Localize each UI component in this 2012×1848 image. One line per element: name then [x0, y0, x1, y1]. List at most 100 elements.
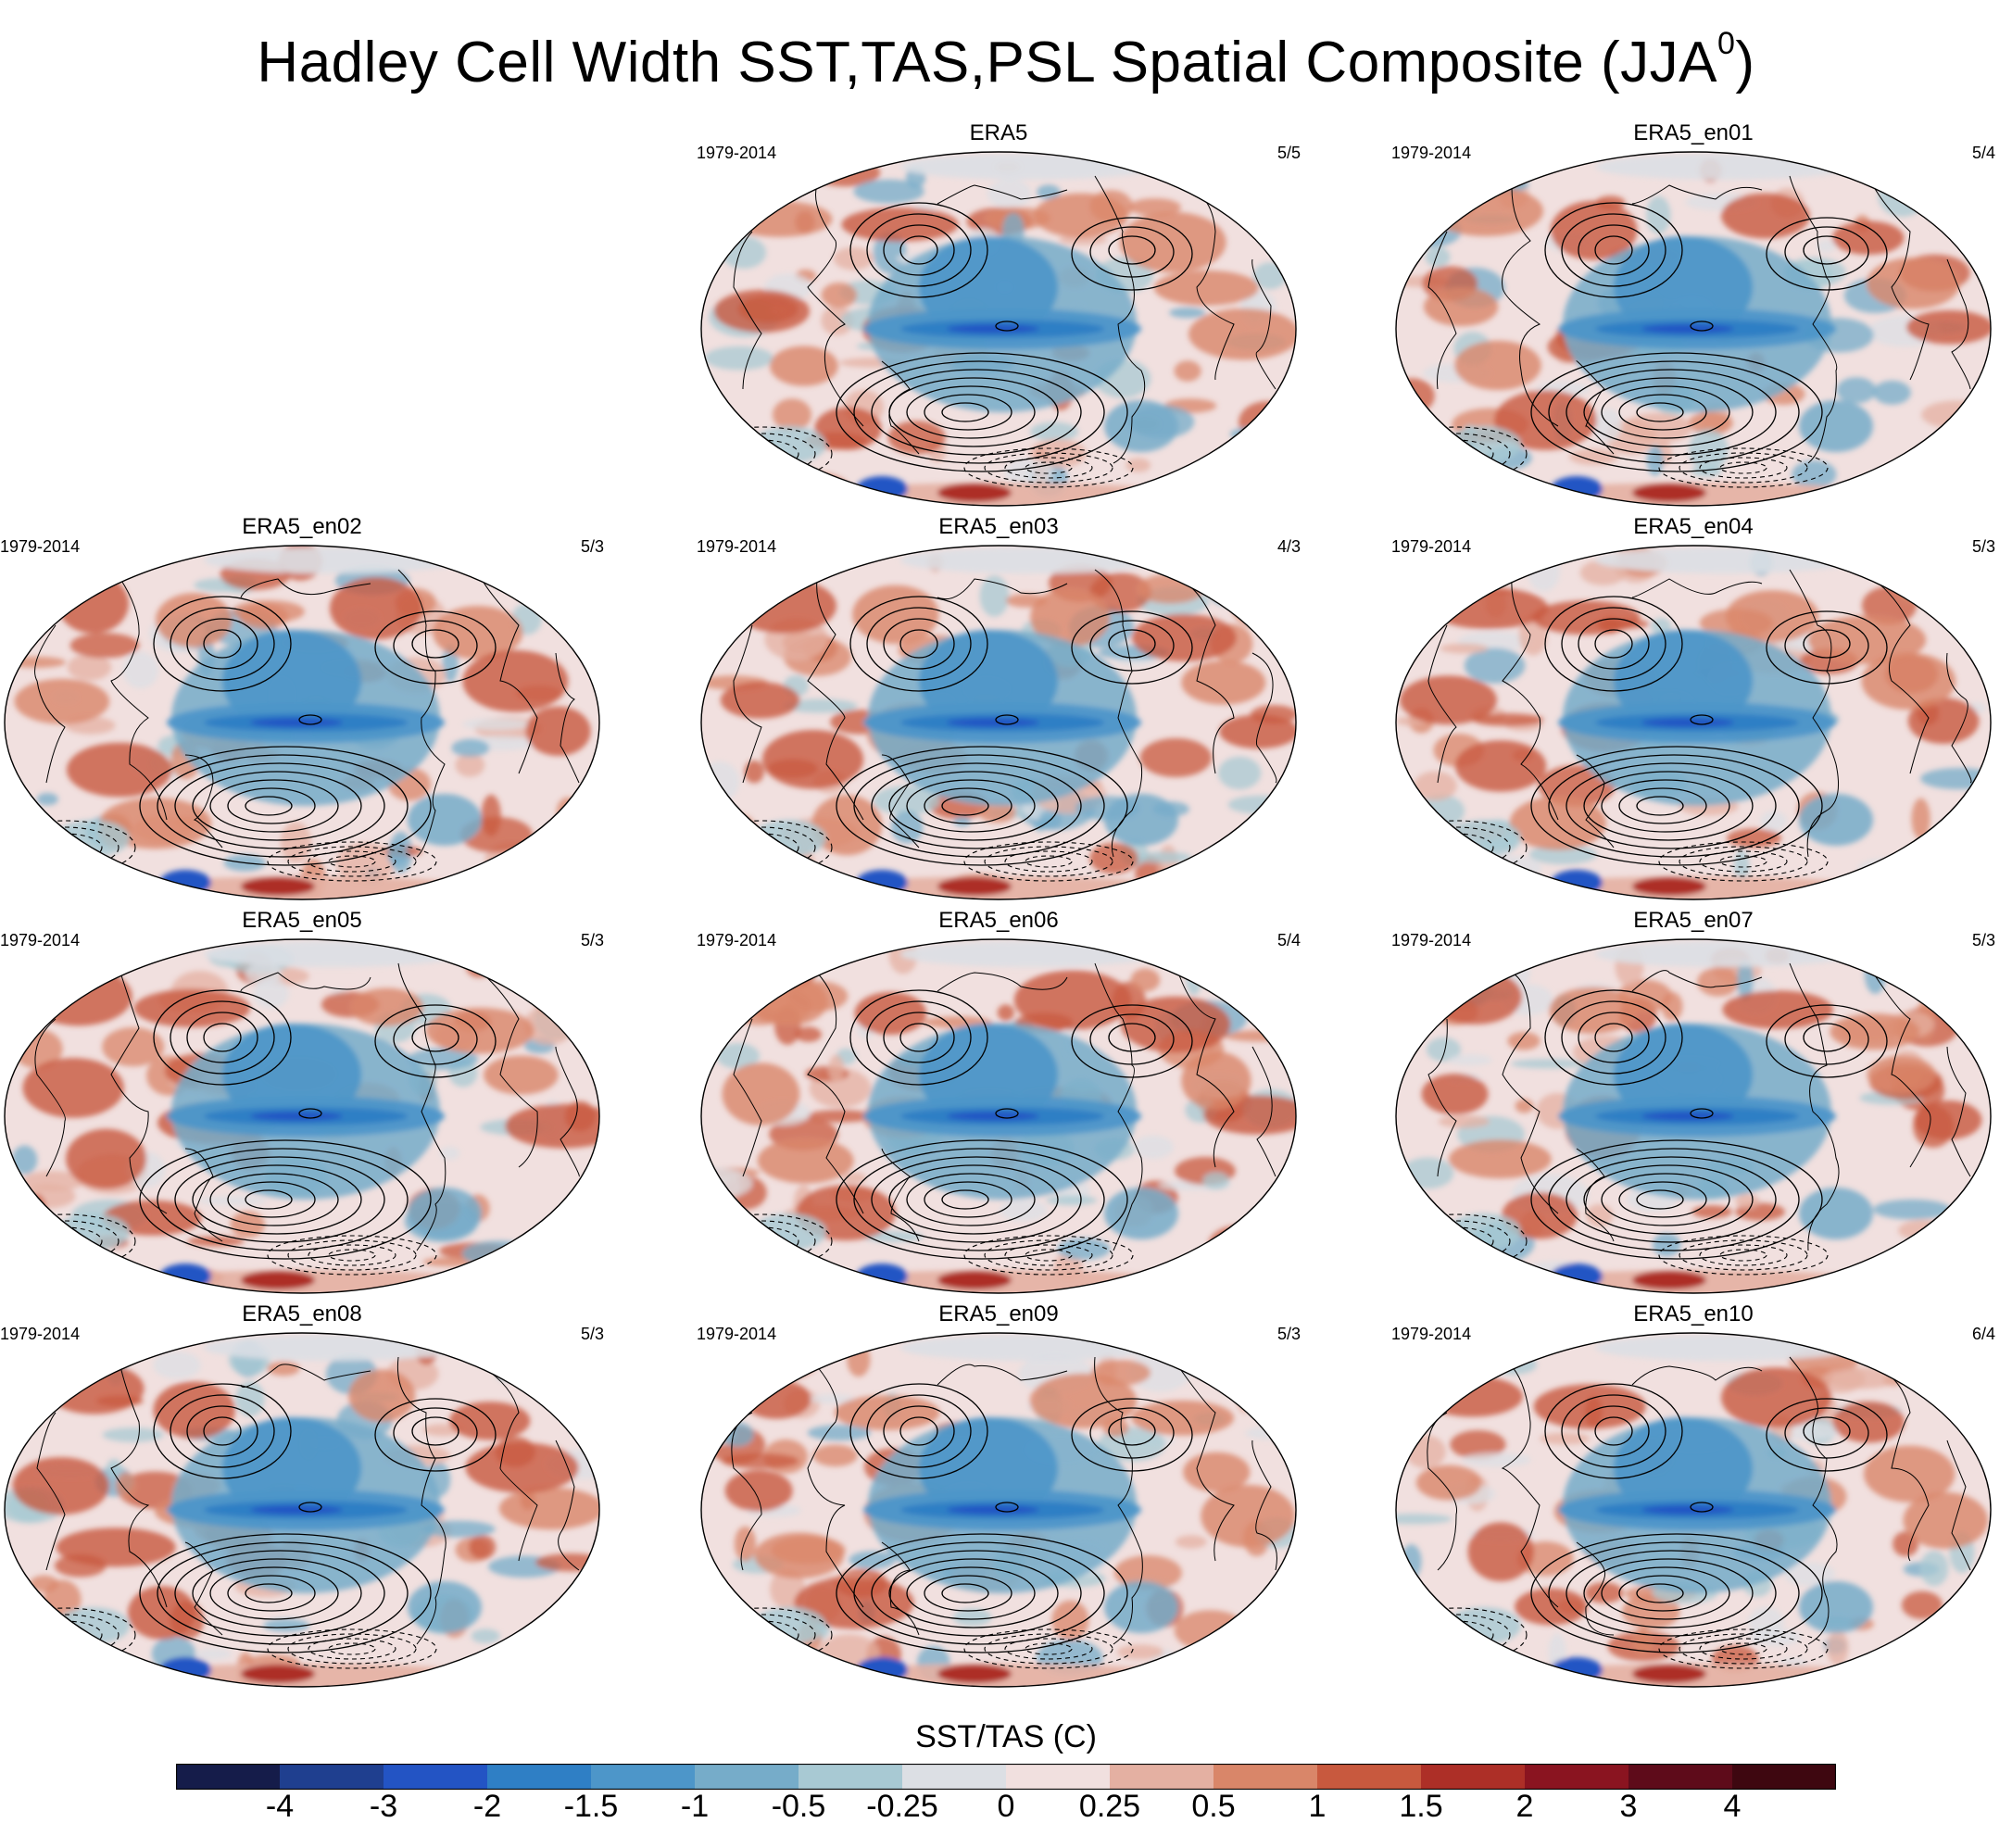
- psl-contour-low: [1658, 447, 1829, 488]
- anomaly-patch: [1472, 939, 1528, 974]
- psl-contour-low: [1025, 1249, 1073, 1262]
- anomaly-patch: [744, 760, 764, 784]
- coastline: [1502, 972, 1559, 1214]
- anomaly-patch: [553, 940, 582, 981]
- anomaly-patch: [550, 984, 599, 1025]
- coastlines: [733, 175, 1276, 464]
- anomaly-patch: [1236, 1382, 1252, 1414]
- antarctic-cold-spot: [1551, 476, 1603, 502]
- psl-contour-equatorial: [298, 1108, 322, 1119]
- anomaly-patch: [439, 1146, 460, 1161]
- anomaly-patch: [772, 398, 812, 432]
- arctic-band: [900, 941, 1160, 967]
- arctic-band: [1595, 547, 1855, 573]
- psl-contour-low: [984, 1239, 1113, 1271]
- coastline: [937, 972, 1068, 992]
- psl-contour-low: [984, 846, 1113, 877]
- psl-contour-equatorial: [995, 1108, 1019, 1119]
- psl-contour-ridge: [1784, 1407, 1869, 1459]
- psl-contour-low: [1396, 1213, 1528, 1269]
- colorbar-swatch: [487, 1764, 592, 1790]
- anomaly-patch: [1760, 811, 1788, 832]
- panel-ratio: 6/4: [1971, 1325, 1995, 1343]
- cold-tongue-core: [947, 1112, 1039, 1121]
- anomaly-patch: [1898, 1219, 1949, 1241]
- warm-anomaly-region: [14, 678, 110, 724]
- psl-contour-high: [139, 1533, 432, 1653]
- coastline: [397, 569, 446, 858]
- psl-contour-equatorial: [995, 1502, 1019, 1513]
- psl-contour-high: [871, 762, 1082, 849]
- psl-contour-high: [941, 1189, 989, 1210]
- anomaly-patch: [728, 1624, 749, 1658]
- anomaly-patch: [1515, 1099, 1534, 1113]
- anomaly-patch: [812, 1444, 858, 1467]
- anomaly-patch: [26, 1193, 46, 1225]
- warm-anomaly-region: [1903, 1491, 1989, 1550]
- panel-years: 1979-2014: [1391, 537, 1472, 556]
- anomaly-patch: [1426, 1037, 1462, 1062]
- psl-contour-ridge: [1803, 1023, 1851, 1052]
- anomaly-patch: [853, 179, 924, 204]
- psl-contour-north: [1544, 202, 1683, 298]
- anomaly-patch: [1232, 591, 1295, 629]
- psl-contour-high: [1618, 787, 1707, 824]
- anomaly-patch: [21, 1171, 85, 1191]
- anomaly-patch: [795, 1026, 823, 1042]
- anomaly-patch: [253, 978, 289, 1009]
- warm-anomaly-region: [425, 1007, 534, 1054]
- anomaly-patch: [1434, 950, 1454, 972]
- psl-contour-high: [836, 1533, 1128, 1653]
- arctic-band: [900, 1335, 1160, 1361]
- psl-contour-low: [287, 846, 417, 877]
- antarctic-warm-spot: [241, 877, 315, 896]
- psl-contour-ridge: [1766, 1398, 1888, 1472]
- coastlines: [34, 962, 580, 1251]
- psl-contour-low: [984, 452, 1113, 484]
- anomaly-patch: [461, 1240, 536, 1267]
- anomaly-patch: [31, 1257, 107, 1293]
- coastlines: [1427, 569, 1972, 858]
- psl-contour-high: [227, 787, 316, 824]
- psl-contour-high: [1530, 1533, 1823, 1653]
- warm-anomaly-region: [1914, 1100, 1982, 1140]
- psl-contours: [1530, 989, 1888, 1260]
- anomaly-patch: [953, 816, 972, 827]
- coastline: [240, 1364, 371, 1388]
- panel-years: 1979-2014: [1391, 1325, 1472, 1343]
- coastline: [733, 231, 762, 390]
- anomaly-patch: [116, 1472, 136, 1500]
- psl-contour-low: [701, 1607, 833, 1663]
- psl-contour-low: [1679, 1239, 1808, 1271]
- psl-contour-high: [1548, 360, 1800, 464]
- anomaly-patch: [1132, 1135, 1174, 1160]
- warm-anomaly-region: [1515, 1588, 1588, 1626]
- colorbar-frame: [176, 1764, 1836, 1790]
- anomaly-patch: [511, 976, 587, 988]
- map-outline: [1395, 151, 1992, 507]
- antarctic-cold-spot: [1551, 1263, 1603, 1289]
- warm-anomaly-region: [1201, 1484, 1296, 1548]
- antarctic-warm-spot: [937, 484, 1012, 502]
- psl-contour-high: [192, 1558, 362, 1628]
- psl-contour-ridge: [1803, 235, 1851, 265]
- panel-years: 1979-2014: [697, 1325, 777, 1343]
- warm-anomaly-region: [1120, 996, 1231, 1053]
- psl-contour-high: [941, 796, 989, 816]
- psl-contour-north: [883, 1405, 955, 1457]
- psl-contour-high: [1530, 352, 1823, 472]
- map-panel: ERA5_en03 1979-2014 4/3: [697, 514, 1301, 903]
- psl-contour-low: [267, 1628, 437, 1669]
- psl-contour-low: [1004, 1244, 1093, 1266]
- cold-tongue-core: [250, 1112, 343, 1121]
- coastlines: [731, 1356, 1277, 1645]
- anomaly-patch: [807, 1425, 872, 1441]
- anomaly-patch: [1622, 1594, 1680, 1629]
- antarctic-cold-spot: [856, 870, 908, 896]
- psl-contour-ridge: [1108, 1416, 1156, 1446]
- south-atlantic-cool-patch: [1799, 400, 1873, 452]
- south-atlantic-cool-patch: [408, 1581, 482, 1633]
- warm-anomaly-region: [1449, 1139, 1552, 1179]
- anomaly-patch: [1688, 411, 1733, 434]
- psl-contour-low: [44, 1233, 86, 1250]
